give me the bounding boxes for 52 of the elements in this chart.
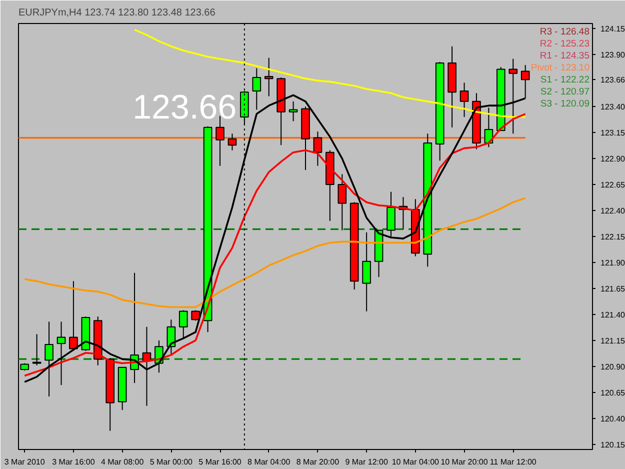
y-tick-label: 120.90 bbox=[600, 362, 625, 372]
y-tick-label: 120.40 bbox=[600, 414, 625, 424]
annotation: R2 - 125.23 bbox=[540, 38, 590, 50]
x-tick-label: 8 Mar 20:00 bbox=[296, 458, 340, 466]
y-tick-label: 121.40 bbox=[600, 310, 625, 320]
x-tick-label: 10 Mar 04:00 bbox=[392, 458, 440, 466]
x-tick-label: 8 Mar 04:00 bbox=[248, 458, 291, 466]
annotation: R1 - 124.35 bbox=[540, 50, 590, 62]
y-tick-label: 122.90 bbox=[600, 154, 625, 164]
y-tick-label: 123.15 bbox=[600, 128, 625, 138]
candlestick bbox=[362, 232, 371, 312]
candlestick bbox=[32, 334, 42, 366]
y-tick-label: 121.15 bbox=[600, 336, 625, 346]
y-tick-label: 124.15 bbox=[600, 24, 625, 34]
candlestick bbox=[252, 68, 262, 110]
x-tick-label: 5 Mar 16:00 bbox=[198, 458, 242, 466]
candlestick bbox=[228, 133, 237, 151]
candlestick bbox=[69, 280, 78, 352]
candlestick bbox=[386, 191, 396, 237]
annotation: Pivot - 123.10 bbox=[530, 62, 590, 74]
y-tick-label: 123.40 bbox=[600, 102, 625, 112]
y-tick-label: 123.66 bbox=[600, 76, 625, 85]
x-tick-label: 3 Mar 16:00 bbox=[52, 458, 96, 466]
line-series bbox=[24, 197, 526, 308]
candlestick bbox=[338, 174, 347, 231]
x-tick-label: 5 Mar 00:00 bbox=[150, 458, 194, 466]
y-tick-label: 121.65 bbox=[600, 284, 625, 294]
x-tick-label: 3 Mar 2010 bbox=[4, 458, 46, 466]
annotation: S2 - 120.97 bbox=[540, 86, 590, 98]
candlestick bbox=[178, 310, 188, 339]
chart-title: EURJPYm,H4 123.74 123.80 123.48 123.66 bbox=[18, 8, 216, 18]
x-tick-label: 4 Mar 08:00 bbox=[100, 458, 144, 466]
y-tick-label: 122.40 bbox=[600, 206, 625, 216]
y-tick-label: 122.15 bbox=[600, 232, 625, 242]
candlestick bbox=[264, 57, 274, 97]
annotation: 123.66 bbox=[132, 88, 237, 127]
annotation: R3 - 126.48 bbox=[540, 26, 590, 38]
x-tick-label: 10 Mar 20:00 bbox=[440, 458, 488, 466]
line-series bbox=[134, 28, 526, 118]
y-tick-label: 123.90 bbox=[600, 50, 625, 60]
y-tick-label: 120.65 bbox=[600, 388, 625, 398]
y-tick-label: 122.65 bbox=[600, 180, 625, 190]
y-tick-label: 121.90 bbox=[600, 258, 625, 268]
candlestick bbox=[460, 82, 469, 118]
y-tick-label: 120.15 bbox=[600, 440, 625, 450]
annotation: S3 - 120.09 bbox=[540, 98, 590, 110]
annotation: S1 - 122.22 bbox=[540, 74, 590, 86]
candlestick bbox=[288, 100, 298, 122]
x-tick-label: 11 Mar 12:00 bbox=[490, 458, 537, 466]
x-tick-label: 9 Mar 12:00 bbox=[345, 458, 388, 466]
candlestick bbox=[313, 131, 322, 166]
candlestick bbox=[191, 310, 200, 322]
